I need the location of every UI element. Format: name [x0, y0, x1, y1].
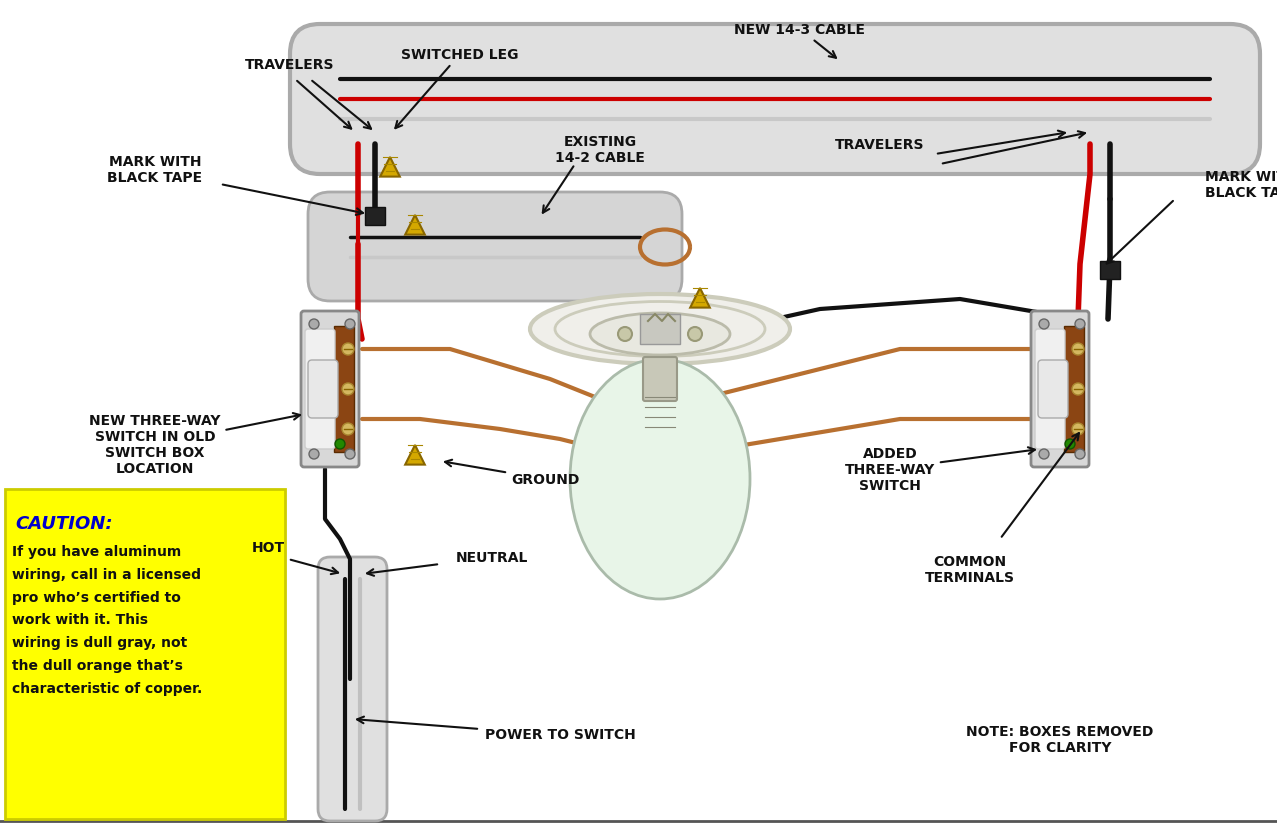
FancyBboxPatch shape [1034, 330, 1065, 449]
Circle shape [335, 439, 345, 449]
Bar [1064, 327, 1084, 452]
Text: NOTE: BOXES REMOVED
FOR CLARITY: NOTE: BOXES REMOVED FOR CLARITY [967, 724, 1153, 754]
Circle shape [1071, 384, 1084, 395]
Bar [301, 314, 358, 335]
Circle shape [342, 423, 354, 436]
FancyBboxPatch shape [305, 330, 335, 449]
Text: NEW 14-3 CABLE: NEW 14-3 CABLE [734, 23, 866, 59]
Text: NEUTRAL: NEUTRAL [456, 550, 529, 564]
Circle shape [1075, 319, 1085, 330]
Circle shape [1071, 343, 1084, 356]
Polygon shape [405, 216, 425, 236]
FancyBboxPatch shape [1038, 361, 1068, 418]
FancyBboxPatch shape [644, 357, 677, 402]
Text: SWITCHED LEG: SWITCHED LEG [396, 48, 518, 129]
Ellipse shape [590, 313, 730, 356]
Text: ADDED
THREE-WAY
SWITCH: ADDED THREE-WAY SWITCH [845, 447, 1034, 493]
FancyBboxPatch shape [1031, 312, 1089, 467]
Text: COMMON
TERMINALS: COMMON TERMINALS [925, 554, 1015, 585]
Text: NEW THREE-WAY
SWITCH IN OLD
SWITCH BOX
LOCATION: NEW THREE-WAY SWITCH IN OLD SWITCH BOX L… [89, 414, 300, 476]
Text: MARK WITH
BLACK TAPE: MARK WITH BLACK TAPE [1205, 170, 1277, 200]
Bar [335, 327, 354, 452]
Circle shape [345, 319, 355, 330]
Circle shape [1075, 449, 1085, 460]
Circle shape [309, 319, 319, 330]
Text: If you have aluminum
wiring, call in a licensed
pro who’s certified to
work with: If you have aluminum wiring, call in a l… [11, 544, 202, 695]
Circle shape [618, 327, 632, 342]
Text: HOT: HOT [252, 540, 285, 554]
Bar [1032, 444, 1088, 465]
Polygon shape [381, 158, 400, 177]
FancyBboxPatch shape [290, 25, 1260, 174]
Text: GROUND: GROUND [444, 460, 580, 486]
Text: EXISTING
14-2 CABLE: EXISTING 14-2 CABLE [555, 135, 645, 165]
Text: POWER TO SWITCH: POWER TO SWITCH [485, 727, 636, 741]
Ellipse shape [570, 360, 750, 600]
FancyBboxPatch shape [5, 490, 285, 819]
Text: TRAVELERS: TRAVELERS [835, 138, 925, 152]
Bar [301, 444, 358, 465]
Circle shape [342, 384, 354, 395]
FancyBboxPatch shape [301, 312, 359, 467]
Polygon shape [690, 289, 710, 308]
Circle shape [1039, 449, 1048, 460]
FancyBboxPatch shape [308, 361, 338, 418]
Circle shape [1071, 423, 1084, 436]
Circle shape [342, 343, 354, 356]
Bar [640, 314, 679, 345]
Bar [1032, 314, 1088, 335]
Circle shape [1065, 439, 1075, 449]
Circle shape [309, 449, 319, 460]
Text: MARK WITH
BLACK TAPE: MARK WITH BLACK TAPE [107, 155, 203, 185]
Circle shape [345, 449, 355, 460]
Ellipse shape [530, 294, 790, 365]
Bar [1099, 261, 1120, 280]
Circle shape [688, 327, 702, 342]
Text: TRAVELERS: TRAVELERS [245, 58, 335, 72]
Polygon shape [405, 446, 425, 465]
FancyBboxPatch shape [308, 193, 682, 302]
Bar [365, 208, 384, 226]
FancyBboxPatch shape [318, 557, 387, 821]
Circle shape [1039, 319, 1048, 330]
Text: CAUTION:: CAUTION: [15, 514, 112, 533]
